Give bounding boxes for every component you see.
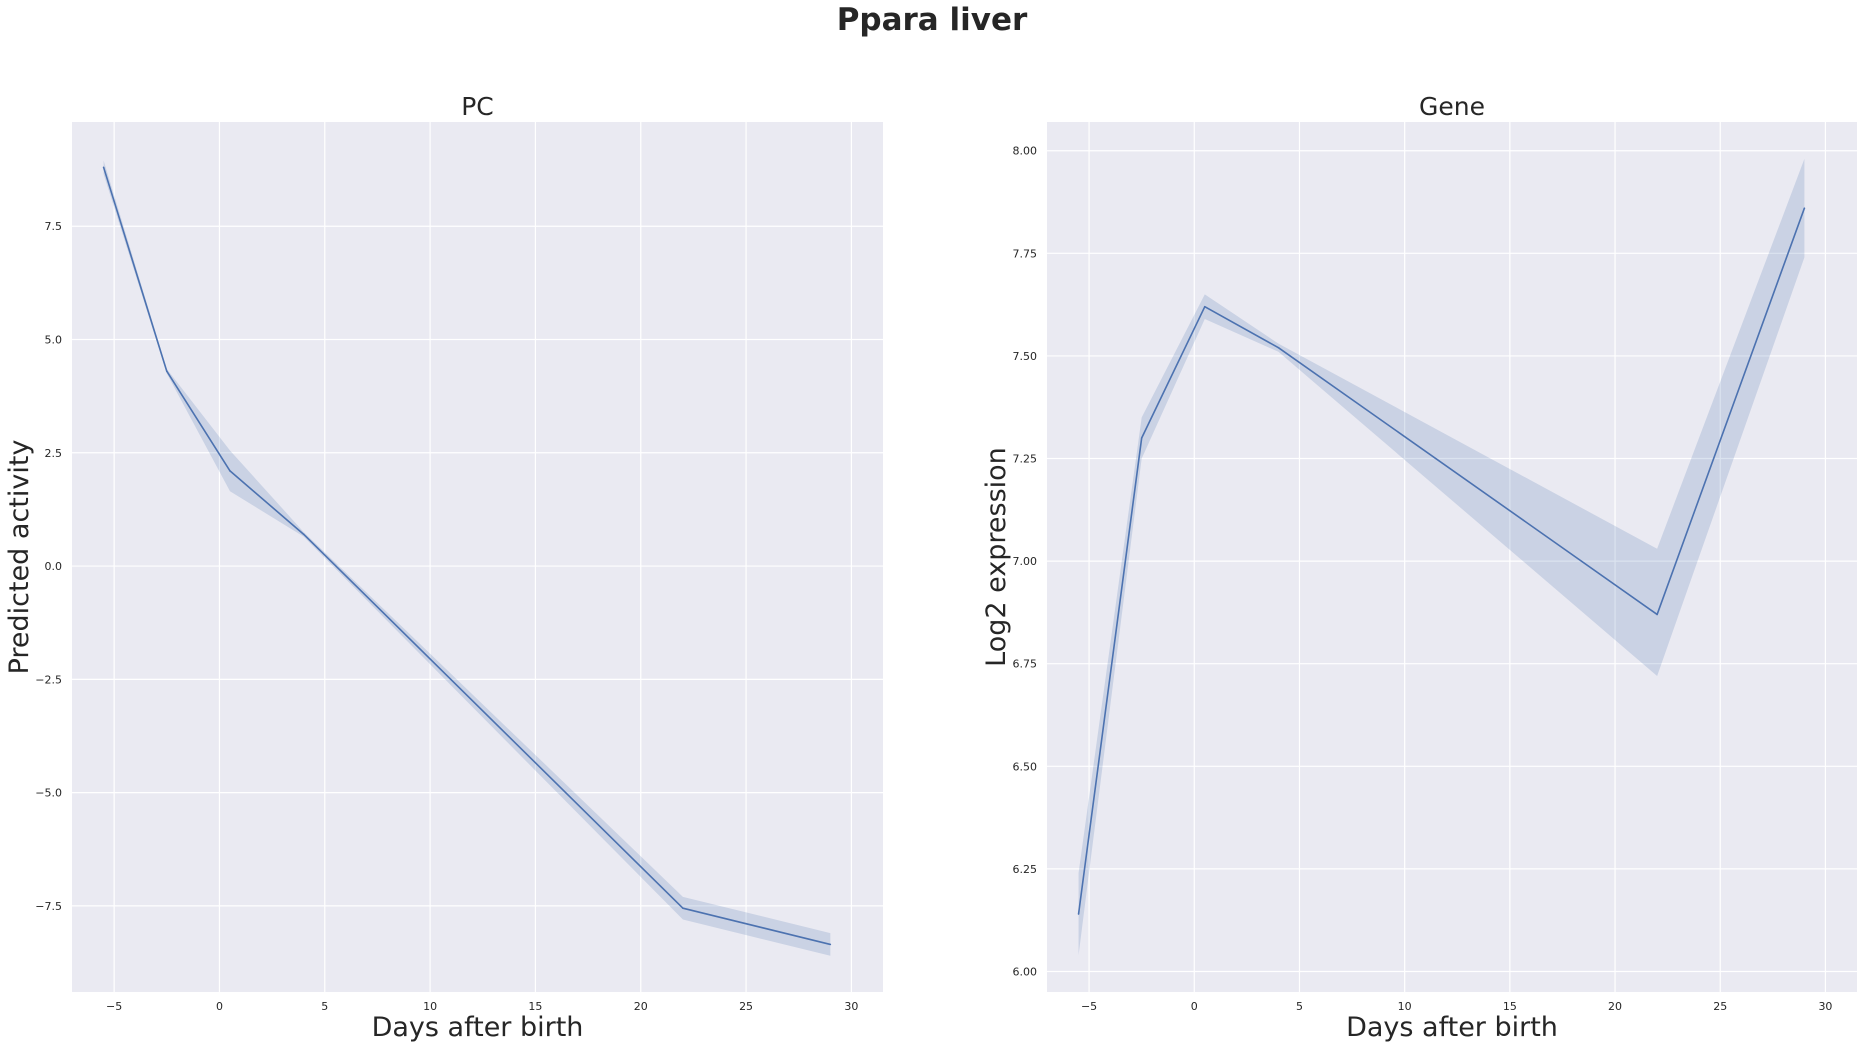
y-tick-label: 6.75 — [1013, 658, 1038, 671]
y-tick-label: 6.00 — [1013, 965, 1038, 978]
figure-title: Ppara liver — [836, 2, 1028, 38]
data-point — [1077, 913, 1080, 915]
y-tick-label: 7.5 — [45, 220, 63, 233]
x-tick-label: 5 — [1296, 1000, 1303, 1013]
x-tick-label: 10 — [1398, 1000, 1412, 1013]
x-tick-label: 15 — [528, 1000, 542, 1013]
y-tick-label: 2.5 — [45, 447, 63, 460]
x-tick-label: 15 — [1503, 1000, 1517, 1013]
data-point — [1140, 437, 1143, 439]
y-tick-label: 5.0 — [45, 334, 63, 347]
data-point — [102, 166, 105, 169]
confidence-band — [1078, 158, 1805, 956]
data-point — [1656, 613, 1658, 616]
y-tick-label: −7.5 — [35, 900, 62, 913]
x-axis-label: Days after birth — [1346, 1012, 1558, 1043]
data-point — [1277, 346, 1280, 349]
y-tick-label: 7.75 — [1013, 247, 1038, 260]
y-tick-label: 0.0 — [45, 560, 63, 573]
y-tick-label: 6.25 — [1013, 863, 1038, 876]
y-axis-label: Log2 expression — [981, 447, 1012, 667]
y-tick-label: −2.5 — [35, 673, 62, 686]
series-line — [102, 167, 831, 946]
x-tick-label: 5 — [321, 1000, 328, 1013]
x-tick-label: 0 — [216, 1000, 223, 1013]
x-tick-label: 10 — [423, 1000, 437, 1013]
pc-chart: −5 0 5 10 15 20 25 30 −7.5 −5.0 −2.5 0.0 2.5 5.0 7.5 PC… — [4, 92, 883, 1043]
data-point — [829, 943, 832, 946]
plot-area — [1047, 122, 1857, 992]
gene-chart: −5 0 5 10 15 20 25 30 6.00 6.25 6.50 6.75 7.00 7.25 7.… — [981, 92, 1857, 1043]
y-tick-label: −5.0 — [35, 787, 62, 800]
plot-area — [72, 122, 883, 992]
x-tick-label: −5 — [1081, 1000, 1097, 1013]
x-tick-label: 0 — [1191, 1000, 1198, 1013]
y-tick-label: 7.25 — [1013, 453, 1038, 466]
subplot-title: Gene — [1419, 92, 1485, 121]
data-point — [682, 907, 684, 909]
data-point — [165, 370, 168, 373]
x-tick-label: 30 — [1818, 1000, 1832, 1013]
x-tick-label: 20 — [1608, 1000, 1622, 1013]
y-tick-label: 7.00 — [1013, 555, 1038, 568]
data-point — [1203, 305, 1206, 308]
series-line — [1077, 207, 1806, 915]
y-tick-label: 7.50 — [1013, 350, 1038, 363]
y-tick-label: 8.00 — [1013, 145, 1038, 158]
x-tick-label: 20 — [634, 1000, 648, 1013]
x-tick-label: −5 — [106, 1000, 122, 1013]
subplot-title: PC — [461, 92, 494, 121]
data-point — [1803, 207, 1806, 209]
data-point — [302, 533, 305, 536]
y-axis-label: Predicted activity — [4, 440, 35, 675]
x-tick-label: 30 — [844, 1000, 858, 1013]
x-axis-label: Days after birth — [372, 1012, 584, 1043]
data-point — [229, 470, 231, 472]
x-tick-label: 25 — [739, 1000, 753, 1013]
x-tick-label: 25 — [1713, 1000, 1727, 1013]
y-tick-label: 6.50 — [1013, 760, 1038, 773]
